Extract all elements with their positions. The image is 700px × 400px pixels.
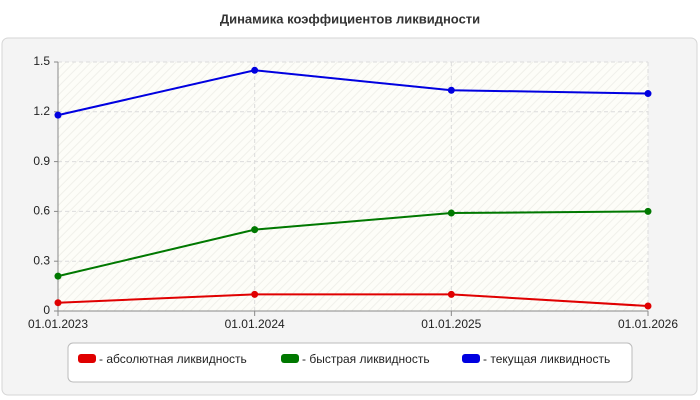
data-point — [447, 86, 455, 94]
series-line — [57, 210, 649, 278]
data-point — [644, 207, 652, 215]
data-point — [54, 111, 62, 119]
chart-title: Динамика коэффициентов ликвидности — [220, 11, 480, 26]
x-tick-label: 01.01.2023 — [28, 317, 88, 331]
data-point — [251, 290, 259, 298]
data-point — [644, 302, 652, 310]
y-tick-label: 0.3 — [33, 253, 50, 267]
legend — [67, 342, 633, 383]
data-point — [447, 209, 455, 217]
data-point — [54, 299, 62, 307]
data-point — [54, 272, 62, 280]
x-tick-label: 01.01.2025 — [421, 317, 481, 331]
legend-label: - быстрая ликвидность — [302, 352, 430, 366]
y-tick-label: 0.9 — [33, 154, 50, 168]
legend-swatch — [281, 354, 299, 363]
x-tick-label: 01.01.2026 — [618, 317, 678, 331]
legend-label: - текущая ликвидность — [483, 352, 610, 366]
data-point — [251, 226, 259, 234]
legend-swatch — [78, 354, 96, 363]
y-tick-label: 0.6 — [33, 204, 50, 218]
data-point — [251, 66, 259, 74]
series-line — [57, 293, 649, 308]
data-point — [644, 90, 652, 98]
series-line — [57, 69, 649, 117]
legend-label: - абсолютная ликвидность — [99, 352, 247, 366]
data-point — [447, 290, 455, 298]
y-tick-label: 1.2 — [33, 104, 50, 118]
x-tick-label: 01.01.2024 — [225, 317, 285, 331]
y-tick-label: 1.5 — [33, 54, 50, 68]
legend-swatch — [462, 354, 480, 363]
y-tick-label: 0 — [43, 303, 50, 317]
plot-area — [58, 62, 648, 311]
